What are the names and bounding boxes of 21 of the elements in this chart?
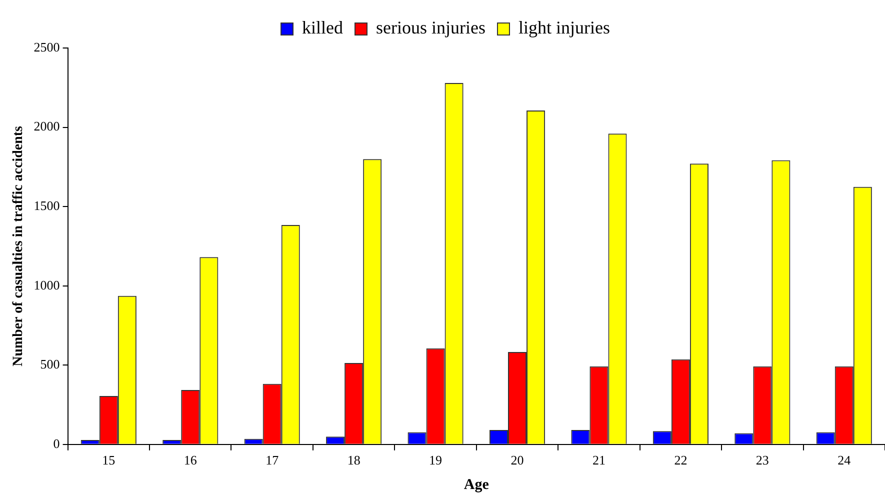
y-tick-label: 1500 (34, 198, 60, 213)
x-axis-title: Age (464, 476, 490, 493)
x-tick-label: 19 (429, 452, 442, 468)
y-tick-label: 500 (40, 356, 60, 372)
x-tick-label: 20 (510, 452, 524, 468)
x-tick-label: 23 (756, 452, 769, 468)
y-tick-label: 1000 (34, 277, 60, 292)
x-tick-label: 18 (347, 452, 360, 468)
y-tick-label: 2500 (34, 39, 60, 54)
y-axis-title: Number of casualties in traffic accidents (11, 125, 26, 366)
y-tick-label: 2000 (34, 118, 60, 134)
y-tick-label: 0 (53, 436, 60, 451)
legend-label: light injuries (518, 18, 610, 38)
legend-label: serious injuries (376, 18, 486, 38)
x-tick-label: 21 (592, 452, 606, 468)
x-tick-label: 15 (102, 452, 116, 468)
x-tick-label: 22 (674, 452, 688, 468)
x-tick-label: 17 (266, 452, 280, 468)
legend-label: killed (302, 18, 344, 38)
x-tick-label: 16 (184, 452, 198, 468)
x-tick-label: 24 (838, 452, 852, 468)
